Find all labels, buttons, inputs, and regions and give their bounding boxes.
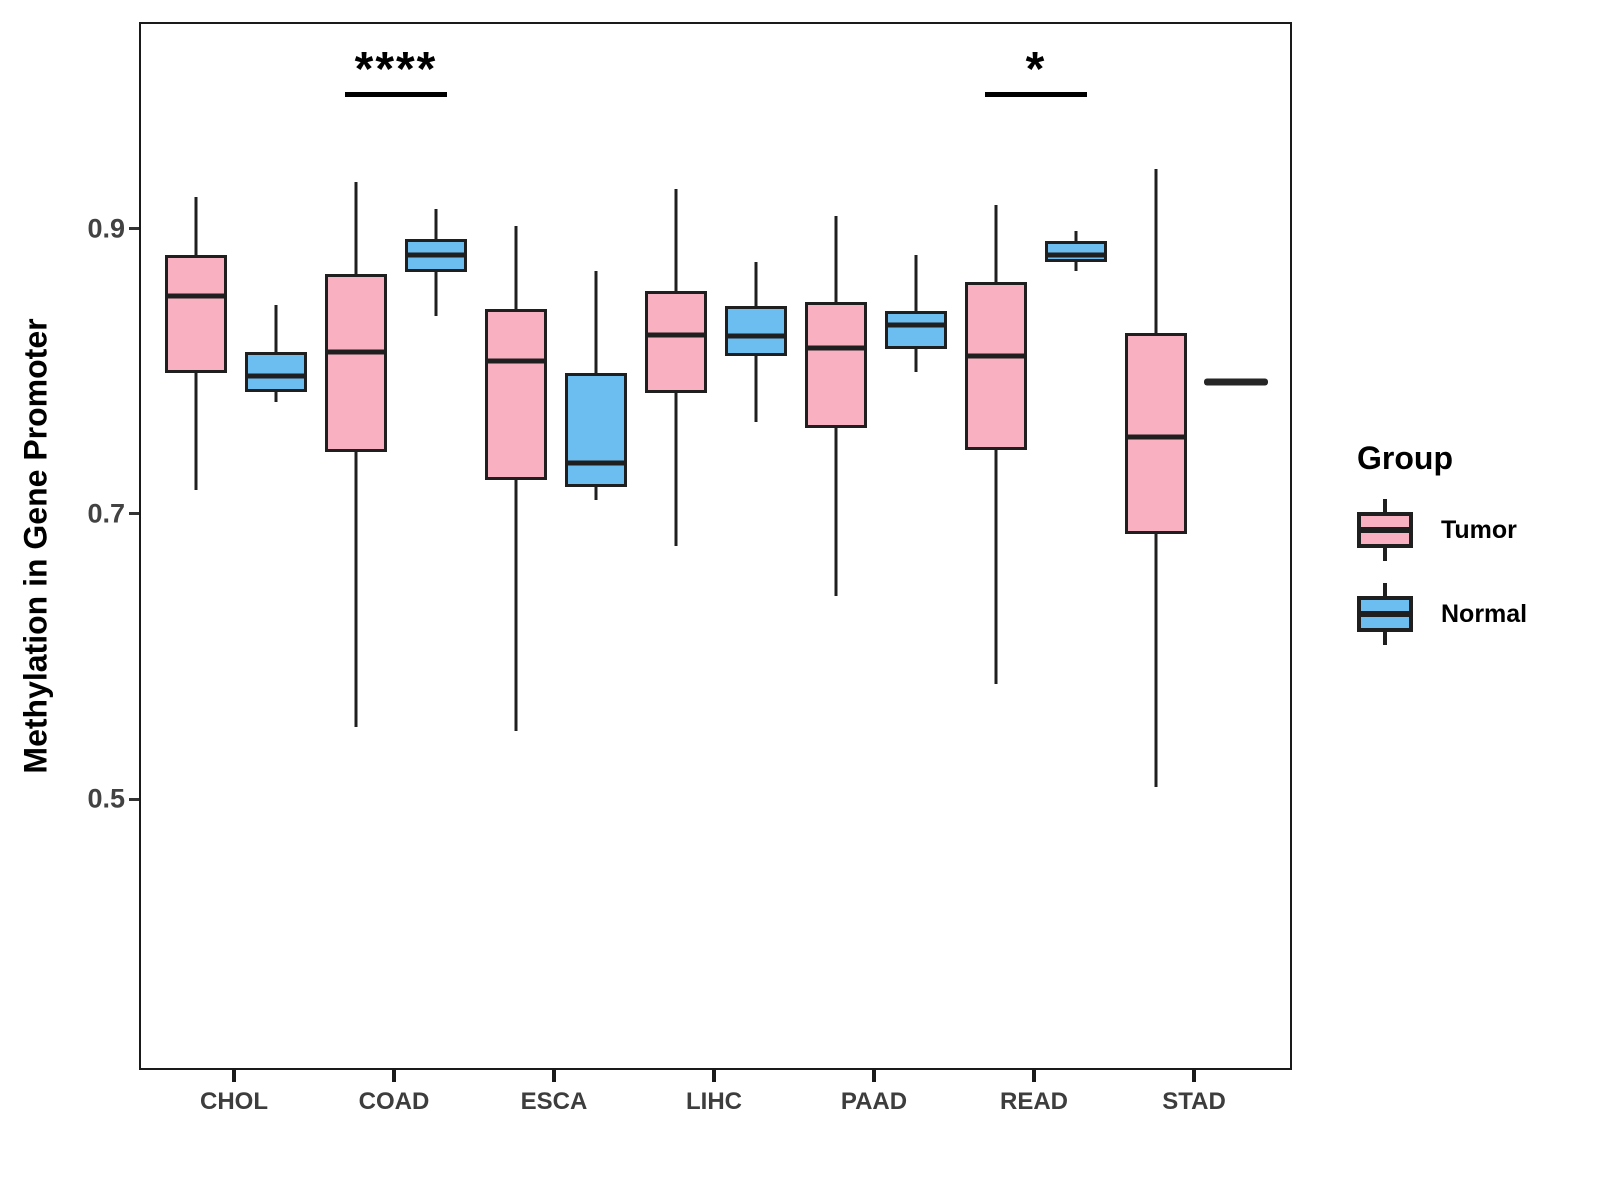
x-category-label: CHOL xyxy=(200,1088,268,1115)
y-tick-label: 0.9 xyxy=(87,213,125,244)
boxplot-median-tumor-LIHC xyxy=(645,332,707,338)
x-tick-mark xyxy=(712,1070,716,1082)
boxplot-box-tumor-LIHC xyxy=(645,290,707,394)
boxplot-median-tumor-PAAD xyxy=(805,345,867,351)
x-category-label: COAD xyxy=(358,1088,430,1115)
legend-item-normal: Normal xyxy=(1357,583,1600,645)
y-tick-mark xyxy=(129,797,139,801)
legend-label-tumor: Tumor xyxy=(1441,515,1517,544)
x-tick-mark xyxy=(552,1070,556,1082)
boxplot-median-normal-COAD xyxy=(405,252,467,258)
boxplot-box-tumor-COAD xyxy=(325,273,387,452)
x-tick-mark xyxy=(1192,1070,1196,1082)
boxplot-box-tumor-CHOL xyxy=(165,254,227,374)
y-tick-label: 0.5 xyxy=(87,783,125,814)
significance-bar-READ xyxy=(985,92,1087,97)
significance-bar-COAD xyxy=(345,92,447,97)
boxplot-whisker-tumor-COAD xyxy=(354,182,358,727)
boxplot-box-tumor-READ xyxy=(965,282,1027,451)
y-tick-mark xyxy=(129,227,139,231)
x-tick-mark xyxy=(392,1070,396,1082)
boxplot-median-tumor-READ xyxy=(965,353,1027,359)
significance-stars-READ: * xyxy=(1025,43,1047,96)
boxplot-box-normal-LIHC xyxy=(725,306,787,357)
boxplot-box-tumor-STAD xyxy=(1125,333,1187,535)
x-category-label: PAAD xyxy=(840,1088,908,1115)
x-category-label: LIHC xyxy=(686,1088,742,1115)
boxplot-median-normal-LIHC xyxy=(725,333,787,339)
x-tick-mark xyxy=(232,1070,236,1082)
boxplot-key-icon-normal xyxy=(1357,583,1413,645)
boxplot-box-normal-ESCA xyxy=(565,373,627,488)
boxplot-box-tumor-PAAD xyxy=(805,302,867,428)
x-tick-mark xyxy=(1032,1070,1036,1082)
boxplot-box-normal-CHOL xyxy=(245,351,307,392)
boxplot-median-normal-READ xyxy=(1045,252,1107,258)
legend-label-normal: Normal xyxy=(1441,599,1528,628)
boxplot-box-normal-READ xyxy=(1045,240,1107,263)
legend-title: Group xyxy=(1357,440,1453,476)
plot-panel: **** * xyxy=(139,22,1292,1070)
x-category-label: STAD xyxy=(1162,1088,1226,1115)
y-axis-title: Methylation in Gene Promoter xyxy=(17,318,54,774)
x-category-label: READ xyxy=(999,1088,1068,1115)
x-category-label: ESCA xyxy=(520,1088,588,1115)
boxplot-median-normal-ESCA xyxy=(565,460,627,466)
boxplot-box-tumor-ESCA xyxy=(485,309,547,481)
key-median-line xyxy=(1357,611,1413,617)
boxplot-key-icon-tumor xyxy=(1357,499,1413,561)
boxplot-flat-normal-STAD xyxy=(1204,378,1268,386)
boxplot-box-normal-PAAD xyxy=(885,310,947,350)
boxplot-median-normal-CHOL xyxy=(245,373,307,379)
significance-stars-COAD: **** xyxy=(354,43,438,96)
boxplot-median-tumor-CHOL xyxy=(165,293,227,299)
y-tick-mark xyxy=(129,512,139,516)
legend: Group Tumor Normal xyxy=(1330,440,1600,645)
boxplot-median-tumor-COAD xyxy=(325,349,387,355)
key-median-line xyxy=(1357,527,1413,533)
boxplot-median-tumor-STAD xyxy=(1125,434,1187,440)
x-tick-mark xyxy=(872,1070,876,1082)
y-tick-label: 0.7 xyxy=(87,498,125,529)
boxplot-median-tumor-ESCA xyxy=(485,358,547,363)
legend-item-tumor: Tumor xyxy=(1357,499,1600,561)
boxplot-median-normal-PAAD xyxy=(885,322,947,328)
